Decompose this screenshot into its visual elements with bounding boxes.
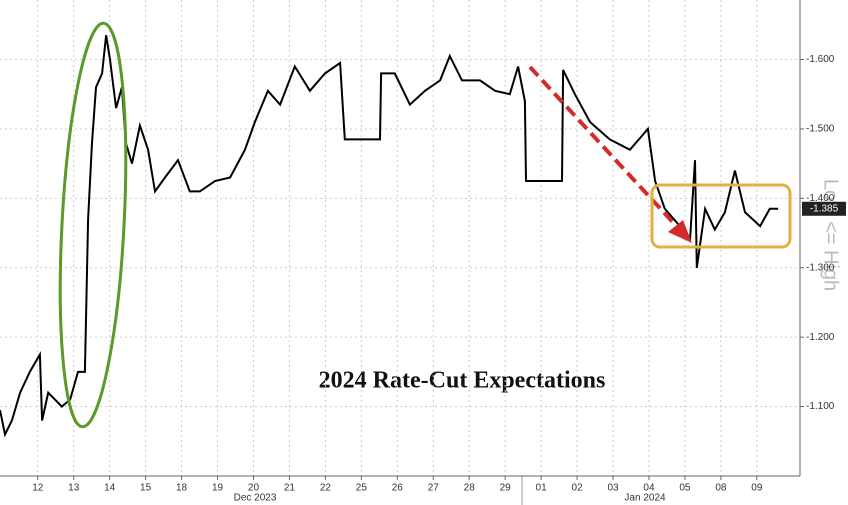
x-tick-label: 22	[320, 483, 332, 494]
x-tick-label: 03	[607, 483, 619, 494]
y-tick-label: -1.500	[806, 124, 835, 135]
x-tick-label: 27	[428, 483, 440, 494]
y-tick-label: -1.200	[806, 332, 835, 343]
plot: -1.100 -1.200 -1.300 -1.400 -1.500 -1.600 12 13…	[0, 0, 846, 494]
x-tick-label: 21	[284, 483, 296, 494]
highlight-box	[650, 183, 792, 249]
x-tick-label: 25	[356, 483, 368, 494]
x-tick-label: 28	[464, 483, 476, 494]
month-label: Dec 2023	[234, 493, 277, 504]
x-tick-label: 04	[643, 483, 655, 494]
x-tick-label: 26	[392, 483, 404, 494]
x-tick-label: 18	[176, 483, 188, 494]
chart-title: 2024 Rate-Cut Expectations	[319, 368, 606, 394]
x-tick-label: 20	[248, 483, 260, 494]
x-tick-label: 09	[751, 483, 763, 494]
month-label: Jan 2024	[624, 493, 666, 504]
x-tick-label: 02	[572, 483, 584, 494]
y-tick-label: -1.400	[806, 193, 835, 204]
arrow-head	[668, 220, 692, 243]
x-tick-label: 08	[715, 483, 727, 494]
y-tick-label: -1.600	[806, 54, 835, 65]
last-value-tag	[802, 201, 846, 216]
line-series	[0, 35, 779, 438]
x-tick-label: 14	[104, 483, 116, 494]
y-tick-label: -1.300	[806, 262, 835, 273]
y-tick-label: -1.100	[806, 401, 835, 412]
last-value-label: -1.385	[810, 203, 839, 214]
x-tick-label: 29	[500, 483, 512, 494]
highlight-ellipse	[58, 21, 128, 429]
x-tick-label: 19	[212, 483, 224, 494]
trend-arrow	[528, 65, 682, 232]
x-tick-label: 13	[68, 483, 80, 494]
x-tick-label: 05	[679, 483, 691, 494]
x-tick-label: 01	[536, 483, 548, 494]
x-tick-label: 15	[140, 483, 152, 494]
x-tick-label: 12	[32, 483, 44, 494]
